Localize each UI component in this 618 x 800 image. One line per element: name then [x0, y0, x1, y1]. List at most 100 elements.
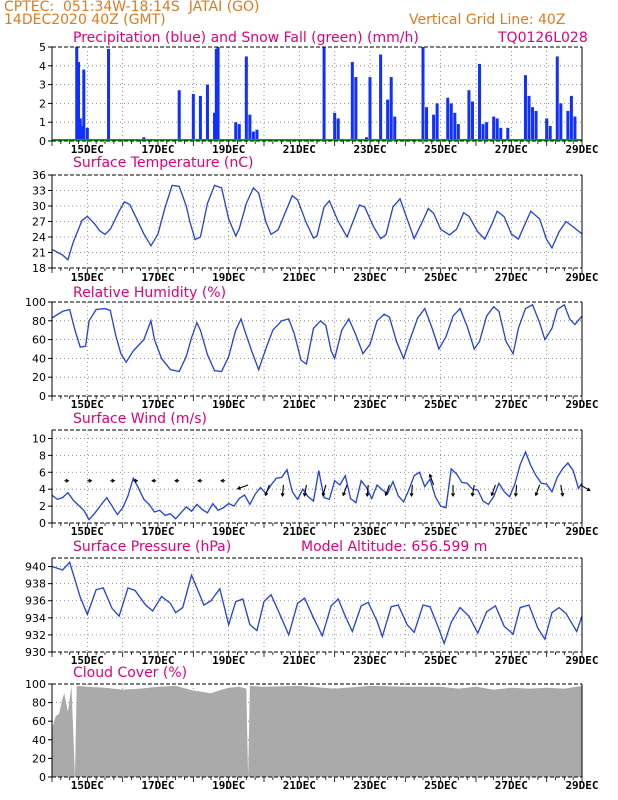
precip-bar — [322, 47, 326, 141]
precip-bar — [82, 69, 86, 141]
run-date-header: 14DEC2020 40Z (GMT) — [4, 12, 166, 28]
wind-arrow-head — [220, 478, 224, 483]
wind-arrow — [471, 484, 475, 496]
wind-arrow — [366, 484, 369, 496]
wind-arrow-head — [65, 478, 70, 483]
wind-arrow — [535, 484, 541, 496]
precip-bar — [336, 118, 340, 141]
x-tick-label: 17DEC — [141, 779, 174, 792]
precip-bar — [368, 77, 372, 141]
y-tick-label: 100 — [25, 678, 46, 691]
series-line — [51, 450, 583, 521]
wind-arrow-head — [451, 493, 456, 498]
station-header: CPTEC: 051:34W-18:14S JATAI (GO) — [4, 0, 260, 15]
model-altitude: Model Altitude: 656.599 m — [301, 539, 487, 555]
y-tick-label: 36 — [32, 169, 46, 182]
wind-arrow-head — [321, 492, 326, 497]
humidity-title: Relative Humidity (%) — [73, 285, 226, 301]
precip-bar — [527, 95, 531, 141]
precip-bar — [531, 107, 535, 141]
y-tick-label: 8 — [39, 449, 46, 462]
precip-bar — [435, 103, 439, 141]
y-tick-label: 0 — [39, 517, 46, 530]
series-line — [51, 303, 583, 373]
y-tick-label: 2 — [39, 97, 46, 110]
precip-bar — [350, 62, 354, 141]
y-tick-label: 33 — [32, 185, 46, 198]
precip-bar — [566, 110, 570, 141]
y-tick-label: 10 — [32, 432, 46, 445]
y-tick-label: 24 — [32, 231, 46, 244]
x-tick-label: 21DEC — [283, 271, 316, 284]
x-tick-label: 21DEC — [283, 779, 316, 792]
wind-arrow — [342, 484, 348, 496]
precip-bar — [234, 122, 238, 141]
precip-bar — [485, 122, 489, 141]
x-tick-label: 19DEC — [212, 271, 245, 284]
x-tick-label: 29DEC — [565, 271, 598, 284]
x-tick-label: 27DEC — [495, 525, 528, 538]
precip-bar — [467, 90, 471, 141]
wind-arrow-head — [174, 478, 179, 483]
x-tick-label: 25DEC — [424, 525, 457, 538]
x-tick-label: 27DEC — [495, 143, 528, 156]
precip-bar — [470, 101, 474, 141]
x-tick-label: 25DEC — [424, 398, 457, 411]
precip-bar — [77, 62, 80, 141]
x-tick-label: 17DEC — [141, 654, 174, 667]
x-tick-label: 19DEC — [212, 654, 245, 667]
precip-bar — [205, 84, 209, 141]
precip-bar — [492, 116, 496, 141]
y-tick-label: 40 — [32, 734, 46, 747]
x-tick-label: 21DEC — [283, 143, 316, 156]
wind-arrow-head — [264, 492, 269, 497]
precip-bar — [449, 103, 453, 141]
wind-arrow-head — [280, 492, 285, 497]
precip-bar — [78, 118, 82, 141]
x-tick-label: 17DEC — [141, 143, 174, 156]
wind-arrow-head — [384, 492, 389, 497]
wind-arrow-head — [236, 486, 241, 490]
precip-bar — [389, 77, 393, 141]
y-tick-label: 6 — [39, 466, 46, 479]
x-tick-label: 29DEC — [565, 398, 598, 411]
wind-arrow — [303, 484, 307, 496]
x-tick-label: 23DEC — [353, 271, 386, 284]
precip-bar — [506, 127, 510, 141]
y-tick-label: 932 — [25, 629, 46, 642]
y-tick-label: 1 — [39, 116, 46, 129]
x-tick-label: 25DEC — [424, 779, 457, 792]
wind-arrow — [429, 474, 435, 486]
precip-bar — [386, 99, 390, 141]
x-tick-label: 17DEC — [141, 525, 174, 538]
y-tick-label: 18 — [32, 262, 46, 275]
x-tick-label: 17DEC — [141, 271, 174, 284]
wind-arrow — [491, 484, 496, 496]
precip-bar — [191, 94, 195, 141]
wind-arrow-head — [534, 492, 539, 497]
series-line — [51, 560, 583, 646]
wind-arrow — [560, 484, 564, 496]
x-tick-label: 15DEC — [71, 525, 104, 538]
x-tick-label: 21DEC — [283, 525, 316, 538]
x-tick-label: 29DEC — [565, 779, 598, 792]
x-tick-label: 25DEC — [424, 271, 457, 284]
precip-bar — [481, 124, 485, 141]
y-tick-label: 80 — [32, 315, 46, 328]
precip-bar — [85, 127, 89, 141]
x-tick-label: 23DEC — [353, 779, 386, 792]
y-tick-label: 30 — [32, 200, 46, 213]
precip-bar — [545, 118, 549, 141]
precip-bar — [255, 129, 259, 141]
cloud-title: Cloud Cover (%) — [73, 665, 187, 681]
precip-bar — [548, 125, 552, 141]
x-tick-label: 23DEC — [353, 525, 386, 538]
precip-bar — [216, 47, 220, 141]
wind-arrow-head — [365, 492, 370, 497]
y-tick-label: 21 — [32, 247, 46, 260]
precip-bar — [80, 125, 84, 141]
x-tick-label: 17DEC — [141, 398, 174, 411]
wind-arrow-head — [428, 473, 433, 478]
precip-bar — [251, 131, 255, 141]
wind-arrow-head — [302, 492, 307, 497]
